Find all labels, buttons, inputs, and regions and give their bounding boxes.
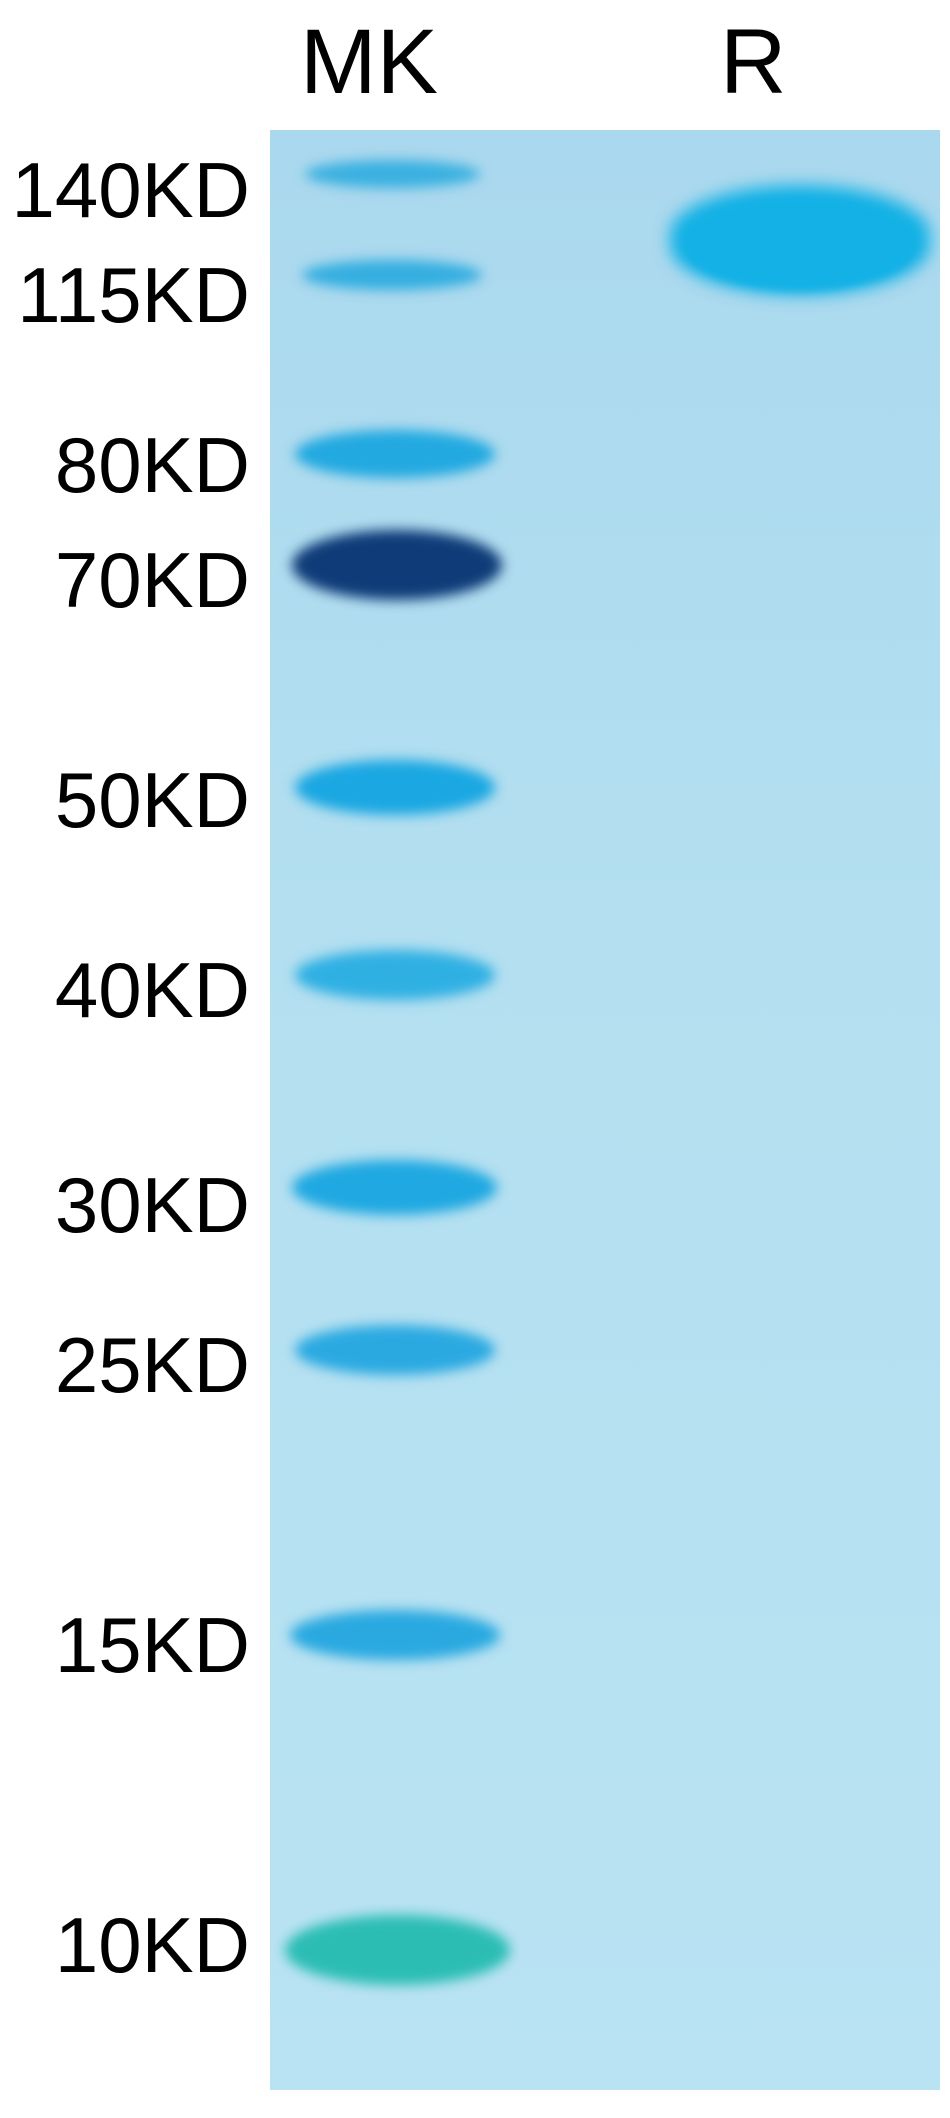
marker-band [292,530,502,600]
marker-label: 80KD [10,420,250,511]
marker-label: 25KD [10,1320,250,1411]
marker-band [305,160,480,188]
marker-band [285,1915,510,1985]
gel-figure: MK R 140KD 115KD 80KD 70KD 50KD 40KD 30KD 25KD 1… [0,0,950,2118]
gel-image [270,130,940,2090]
lane-header-marker: MK [300,10,438,115]
gel-background [270,130,940,2090]
sample-band-core [685,200,915,290]
marker-band [290,1610,500,1660]
marker-label: 70KD [10,535,250,626]
marker-label: 115KD [10,250,250,341]
marker-band [295,760,495,815]
marker-band [302,260,482,290]
marker-label: 10KD [10,1900,250,1991]
marker-label: 50KD [10,755,250,846]
marker-label: 140KD [10,145,250,236]
marker-band [295,950,495,1000]
marker-label: 30KD [10,1160,250,1251]
marker-band [295,1325,495,1375]
marker-band [292,1160,497,1215]
lane-header-sample: R [720,10,786,115]
marker-label: 15KD [10,1600,250,1691]
marker-band [295,430,495,478]
marker-label: 40KD [10,945,250,1036]
